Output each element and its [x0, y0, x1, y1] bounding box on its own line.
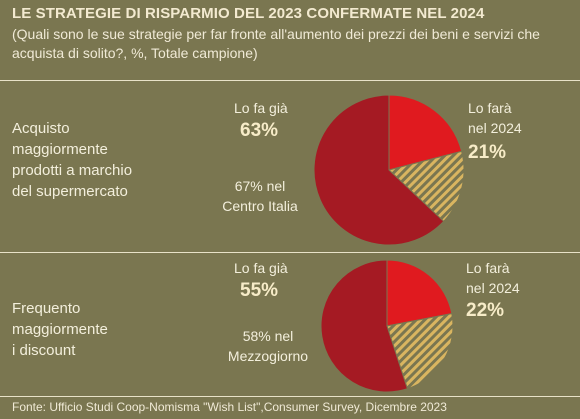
row-1-already-label: Lo fa già: [234, 100, 288, 116]
top-divider: [0, 80, 580, 81]
row-2-future-label: Lo farà nel 2024: [466, 258, 520, 298]
row-1-label-line: del supermercato: [12, 183, 128, 200]
row-1-future-label-line: Lo farà: [468, 100, 512, 116]
row-1-note-line: Centro Italia: [222, 198, 298, 214]
slice-already-doing: [320, 259, 409, 393]
row-1-future-label: Lo farà nel 2024: [468, 98, 522, 138]
row-2-label: Frequento maggiormente i discount: [12, 298, 108, 361]
row-2-future-value: 22%: [466, 300, 505, 321]
slice-other: [386, 313, 454, 390]
slice-will-do-2024: [388, 94, 463, 171]
chart-title: LE STRATEGIE DI RISPARMIO DEL 2023 CONFE…: [12, 5, 485, 22]
row-1-label-line: Acquisto: [12, 120, 70, 137]
row-2-label-line: maggiormente: [12, 321, 108, 338]
row-2-note-line: Mezzogiorno: [227, 348, 309, 364]
bottom-divider: [0, 396, 580, 397]
row-2-future-label-line: Lo farà: [466, 260, 510, 276]
row-2-already-label: Lo fa già: [234, 260, 288, 276]
row-2-note-line: 58% nel: [242, 328, 294, 344]
slice-other: [387, 150, 465, 223]
middle-divider: [0, 252, 580, 253]
row-1-label-line: prodotti a marchio: [12, 162, 133, 179]
row-1-note: 67% nel Centro Italia: [212, 176, 308, 216]
row-2-label-line: Frequento: [12, 300, 81, 317]
row-1-already-value: 63%: [240, 120, 279, 141]
row-1-future-label-line: nel 2024: [468, 120, 522, 136]
row-2-already-value: 55%: [240, 280, 279, 301]
row-1-future-value: 21%: [468, 142, 507, 163]
row-1-label: Acquisto maggiormente prodotti a marchio…: [12, 118, 132, 202]
source-note: Fonte: Ufficio Studi Coop-Nomisma "Wish …: [12, 400, 447, 414]
slice-already-doing: [313, 94, 445, 246]
row-1-note-line: 67% nel: [234, 178, 286, 194]
row-2-future-label-line: nel 2024: [466, 280, 520, 296]
row-2-note: 58% nel Mezzogiorno: [220, 326, 316, 366]
row-2-label-line: i discount: [12, 342, 76, 359]
row-1-label-line: maggiormente: [12, 141, 108, 158]
chart-subtitle: (Quali sono le sue strategie per far fro…: [12, 26, 540, 61]
slice-will-do-2024: [386, 259, 453, 327]
